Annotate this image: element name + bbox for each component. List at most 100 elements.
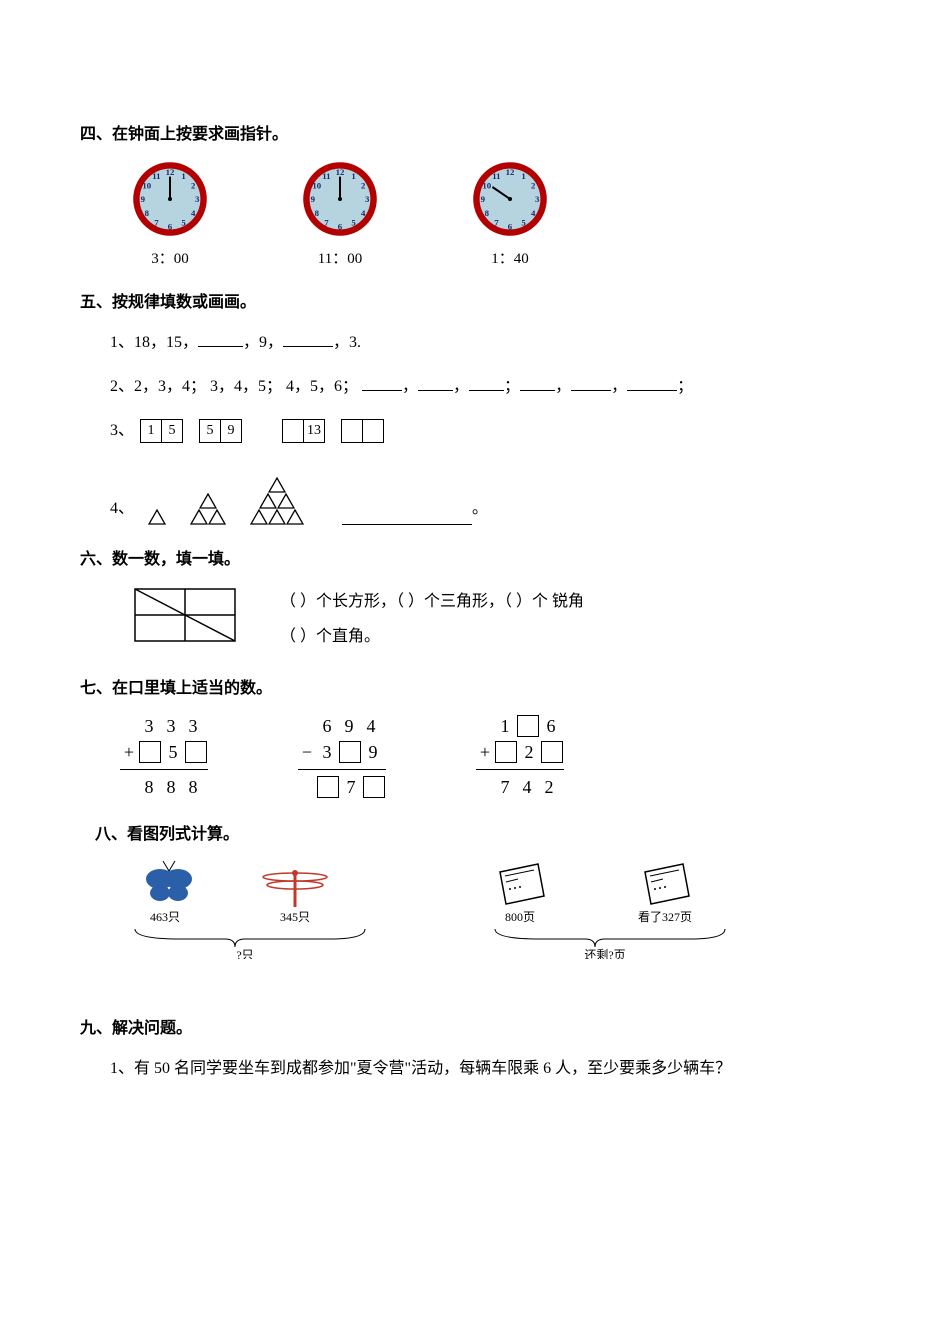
q5-1-c: ，3. — [333, 334, 361, 351]
label-read: 看了327页 — [638, 910, 692, 924]
svg-text:10: 10 — [482, 181, 491, 191]
svg-text:7: 7 — [494, 217, 499, 227]
clock-3-label: 1：40 — [491, 247, 529, 268]
q9-1: 1、有 50 名同学要坐车到成都参加"夏令营"活动，每辆车限乘 6 人，至少要乘… — [110, 1053, 870, 1085]
svg-text:8: 8 — [145, 208, 150, 218]
svg-text:6: 6 — [168, 221, 173, 231]
svg-text:12: 12 — [336, 167, 345, 177]
clock-2: 1212 345 678 91011 11：00 — [300, 159, 380, 268]
clock-1-label: 3：00 — [151, 247, 189, 268]
svg-text:5: 5 — [521, 217, 526, 227]
vmath-2: 694 −39 7 — [298, 713, 386, 800]
q5-4: 4、 。 — [110, 477, 870, 525]
q5-1-a: 1、18，15， — [110, 334, 198, 351]
triangle-icon — [250, 509, 268, 525]
domino: 59 — [199, 419, 242, 443]
svg-text:4: 4 — [191, 208, 196, 218]
svg-text:8: 8 — [485, 208, 490, 218]
rule-line — [476, 769, 564, 770]
svg-text:10: 10 — [312, 181, 321, 191]
clock-3: 1212 345 678 91011 1：40 — [470, 159, 550, 268]
domino — [341, 419, 384, 443]
svg-text:11: 11 — [492, 171, 500, 181]
svg-text:2: 2 — [361, 181, 366, 191]
triangle-icon — [277, 493, 295, 509]
clock-face-icon: 1212 345 678 91011 — [470, 159, 550, 239]
domino: 13 — [282, 419, 325, 443]
svg-text:3: 3 — [535, 194, 540, 204]
triangle-icon — [259, 493, 277, 509]
svg-text:2: 2 — [191, 181, 196, 191]
svg-text:10: 10 — [142, 181, 151, 191]
q5-1: 1、18，15，，9，，3. — [110, 327, 870, 359]
section-7-heading: 七、在口里填上适当的数。 — [80, 674, 870, 698]
blank — [283, 330, 333, 347]
svg-text:8: 8 — [315, 208, 320, 218]
triangle-icon — [148, 509, 166, 525]
clock-face-icon: 1212 345 678 91011 — [300, 159, 380, 239]
answer-box — [517, 715, 539, 737]
q8-left: 463只 345只 ?只 — [120, 859, 380, 964]
label-total: 800页 — [505, 910, 535, 924]
q8-row: 463只 345只 ?只 — [120, 859, 870, 964]
triangle-group-1 — [148, 509, 166, 525]
answer-box — [139, 741, 161, 763]
blank — [418, 374, 453, 391]
label-a: 463只 — [150, 910, 180, 924]
svg-text:2: 2 — [531, 181, 536, 191]
section-6-heading: 六、数一数，填一填。 — [80, 545, 870, 569]
clock-1: 1212 345 678 91011 3：00 — [130, 159, 210, 268]
clock-face-icon: 1212 345 678 91011 — [130, 159, 210, 239]
section-5-heading: 五、按规律填数或画画。 — [80, 288, 870, 312]
svg-text:1: 1 — [351, 171, 355, 181]
vmath-3: 16 +2 742 — [476, 713, 564, 800]
q6-text: （ ）个长方形，（ ）个三角形，（ ）个 锐角 （ ）个直角。 — [280, 584, 870, 654]
q5-4-label: 4、 — [110, 500, 134, 517]
clocks-row: 1212 345 678 91011 3：00 1212 345 678 910… — [130, 159, 870, 268]
q6-line2: （ ）个直角。 — [280, 619, 870, 654]
triangle-icon — [286, 509, 304, 525]
svg-text:12: 12 — [506, 167, 515, 177]
svg-text:5: 5 — [181, 217, 186, 227]
svg-text:4: 4 — [361, 208, 366, 218]
svg-text:9: 9 — [311, 194, 316, 204]
svg-text:4: 4 — [531, 208, 536, 218]
triangle-icon — [268, 477, 286, 493]
rule-line — [120, 769, 208, 770]
blank — [469, 374, 504, 391]
triangle-icon — [190, 509, 208, 525]
label-b: 345只 — [280, 910, 310, 924]
shape-diagram — [130, 584, 240, 646]
q5-3-label: 3、 — [110, 422, 134, 439]
q7-row: 333 +5 888 694 −39 7 16 +2 742 — [120, 713, 870, 800]
svg-text:7: 7 — [324, 217, 329, 227]
svg-text:3: 3 — [195, 194, 200, 204]
answer-box — [185, 741, 207, 763]
worksheet-page: 四、在钟面上按要求画指针。 1212 345 678 91011 3：00 — [0, 0, 950, 1157]
svg-text:9: 9 — [481, 194, 486, 204]
vmath-1: 333 +5 888 — [120, 713, 208, 800]
answer-box — [495, 741, 517, 763]
triangle-group-3 — [250, 477, 304, 525]
section-8-heading: 八、看图列式计算。 — [95, 820, 870, 844]
svg-text:5: 5 — [351, 217, 356, 227]
svg-text:11: 11 — [152, 171, 160, 181]
blank — [198, 330, 243, 347]
blank — [520, 374, 555, 391]
triangle-icon — [208, 509, 226, 525]
svg-text:9: 9 — [141, 194, 146, 204]
answer-box — [317, 776, 339, 798]
triangle-group-2 — [190, 493, 226, 525]
answer-box — [339, 741, 361, 763]
svg-text:3: 3 — [365, 194, 370, 204]
q5-2: 2、2，3，4； 3，4，5； 4，5，6； ，，；，，； — [110, 371, 870, 403]
rule-line — [298, 769, 386, 770]
svg-text:12: 12 — [166, 167, 175, 177]
svg-text:6: 6 — [508, 221, 513, 231]
svg-text:1: 1 — [181, 171, 185, 181]
section-9-heading: 九、解决问题。 — [80, 1014, 870, 1038]
q6-line1: （ ）个长方形，（ ）个三角形，（ ）个 锐角 — [280, 584, 870, 619]
q6-row: （ ）个长方形，（ ）个三角形，（ ）个 锐角 （ ）个直角。 — [130, 584, 870, 654]
label-q: ?只 — [236, 948, 253, 959]
domino: 15 — [140, 419, 183, 443]
